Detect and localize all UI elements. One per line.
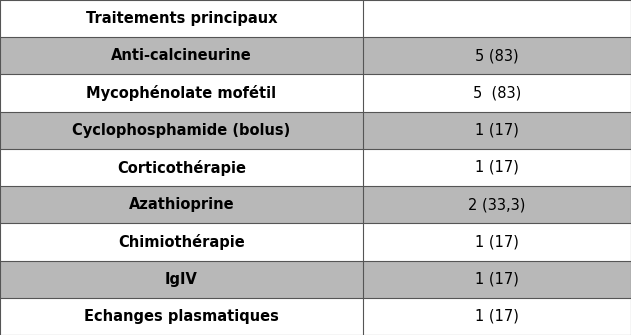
Bar xyxy=(0,74,363,112)
Bar xyxy=(0,112,363,149)
Bar xyxy=(363,186,631,223)
Bar xyxy=(0,149,363,186)
Text: Echanges plasmatiques: Echanges plasmatiques xyxy=(84,309,279,324)
Text: 1 (17): 1 (17) xyxy=(475,309,519,324)
Text: 2 (33,3): 2 (33,3) xyxy=(468,197,526,212)
Text: IgIV: IgIV xyxy=(165,272,198,287)
Text: Mycophénolate mofétil: Mycophénolate mofétil xyxy=(86,85,276,101)
Bar xyxy=(0,261,363,298)
Bar xyxy=(363,74,631,112)
Bar xyxy=(363,261,631,298)
Bar xyxy=(0,186,363,223)
Bar xyxy=(363,112,631,149)
Text: 5  (83): 5 (83) xyxy=(473,85,521,100)
Bar xyxy=(0,223,363,261)
Text: 1 (17): 1 (17) xyxy=(475,160,519,175)
Text: 1 (17): 1 (17) xyxy=(475,123,519,138)
Bar xyxy=(363,149,631,186)
Text: Corticothérapie: Corticothérapie xyxy=(117,159,246,176)
Bar xyxy=(363,37,631,74)
Text: 1 (17): 1 (17) xyxy=(475,272,519,287)
Text: Azathioprine: Azathioprine xyxy=(129,197,234,212)
Text: Anti-calcineurine: Anti-calcineurine xyxy=(111,48,252,63)
Bar xyxy=(363,0,631,37)
Text: 5 (83): 5 (83) xyxy=(475,48,519,63)
Bar xyxy=(363,298,631,335)
Bar xyxy=(0,37,363,74)
Bar xyxy=(363,223,631,261)
Text: Traitements principaux: Traitements principaux xyxy=(86,11,277,26)
Text: Chimiothérapie: Chimiothérapie xyxy=(118,234,245,250)
Bar xyxy=(0,0,363,37)
Text: Cyclophosphamide (bolus): Cyclophosphamide (bolus) xyxy=(73,123,290,138)
Bar xyxy=(0,298,363,335)
Text: 1 (17): 1 (17) xyxy=(475,234,519,250)
